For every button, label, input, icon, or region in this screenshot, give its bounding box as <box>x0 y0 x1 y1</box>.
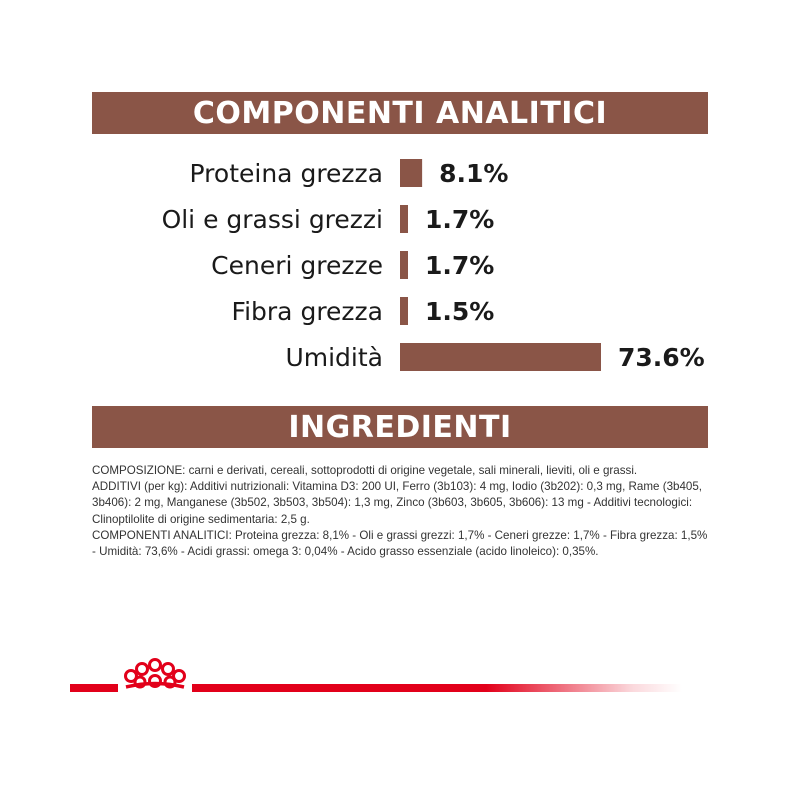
value-label: 1.7% <box>425 205 494 234</box>
components-title: COMPONENTI ANALITICI <box>192 95 608 131</box>
ingredients-banner: INGREDIENTI <box>92 406 708 448</box>
bar <box>400 343 601 371</box>
analytic-components-chart: Proteina grezza 8.1% Oli e grassi grezzi 1.… <box>162 159 705 372</box>
bar <box>400 205 408 233</box>
ingredients-title: INGREDIENTI <box>288 409 512 445</box>
bar <box>400 297 408 325</box>
category-label: Umidità <box>285 343 383 372</box>
footer-line-right <box>192 684 682 692</box>
royal-canin-crown-icon <box>124 658 186 689</box>
value-label: 73.6% <box>618 343 705 372</box>
value-label: 1.5% <box>425 297 494 326</box>
additives-text: ADDITIVI (per kg): Additivi nutrizionali… <box>92 480 703 526</box>
ingredients-text: COMPOSIZIONE: carni e derivati, cereali,… <box>92 463 712 560</box>
bar <box>400 251 408 279</box>
category-label: Ceneri grezze <box>211 251 383 280</box>
components-banner: COMPONENTI ANALITICI <box>92 92 708 134</box>
bar <box>400 159 423 187</box>
composition-text: COMPOSIZIONE: carni e derivati, cereali,… <box>92 464 638 477</box>
footer-line-left <box>70 684 118 692</box>
category-label: Proteina grezza <box>190 159 383 188</box>
value-label: 8.1% <box>439 159 508 188</box>
analytic-components-text: COMPONENTI ANALITICI: Proteina grezza: 8… <box>92 528 708 559</box>
value-label: 1.7% <box>425 251 494 280</box>
category-label: Fibra grezza <box>232 297 383 326</box>
category-label: Oli e grassi grezzi <box>162 205 383 234</box>
footer-brand-line <box>70 658 682 692</box>
